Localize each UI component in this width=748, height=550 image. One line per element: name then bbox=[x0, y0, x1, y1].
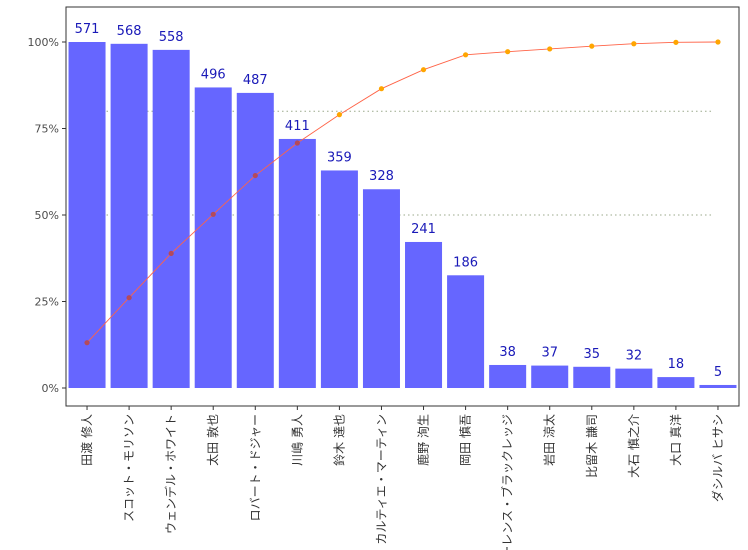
bar bbox=[615, 368, 653, 388]
bar bbox=[68, 42, 106, 388]
bar-value-label: 568 bbox=[117, 24, 142, 39]
cumulative-point bbox=[462, 52, 469, 58]
bar-value-labels: 571 568 558 496 487 411 359 328 241 186 38 37 35 32 18… bbox=[75, 22, 722, 380]
cumulative-point bbox=[420, 67, 427, 73]
y-tick-label: 25% bbox=[35, 296, 59, 309]
bar-value-label: 5 bbox=[714, 365, 722, 380]
cumulative-point bbox=[631, 41, 637, 47]
bar-value-label: 487 bbox=[243, 73, 268, 88]
bar-value-label: 35 bbox=[584, 347, 601, 362]
x-tick-label: ロバート・ドジャー bbox=[248, 414, 262, 521]
bar-value-label: 411 bbox=[285, 119, 310, 134]
bar-value-label: 571 bbox=[75, 22, 100, 37]
bar bbox=[489, 364, 527, 388]
x-tick-label: 田渡 修人 bbox=[79, 414, 94, 466]
cumulative-point bbox=[126, 295, 132, 301]
x-tick-label: 岡田 慎吾 bbox=[459, 414, 473, 466]
bar-value-label: 38 bbox=[499, 345, 516, 360]
x-tick-label: スコット・モリソン bbox=[122, 414, 136, 522]
bar bbox=[152, 49, 190, 388]
cumulative-line bbox=[86, 41, 718, 343]
x-tick-label: 大口 真洋 bbox=[668, 414, 683, 466]
bar bbox=[110, 43, 148, 388]
cumulative-point bbox=[715, 39, 721, 45]
bar-value-label: 18 bbox=[668, 357, 685, 372]
cumulative-points bbox=[84, 39, 721, 346]
bar-value-label: 186 bbox=[453, 255, 478, 270]
y-axis: 0% 25% 50% 75% 100% bbox=[28, 36, 66, 395]
cumulative-point bbox=[589, 43, 595, 49]
y-tick-label: 75% bbox=[35, 123, 59, 136]
cumulative-point bbox=[84, 340, 90, 346]
bar bbox=[236, 92, 274, 388]
cumulative-point bbox=[168, 250, 174, 257]
y-tick-label: 100% bbox=[28, 36, 59, 49]
cumulative-point bbox=[378, 86, 385, 92]
bar bbox=[278, 138, 316, 388]
bar-value-label: 32 bbox=[626, 349, 643, 364]
y-tick-label: 50% bbox=[35, 209, 59, 222]
bar bbox=[531, 365, 569, 388]
cumulative-point bbox=[294, 140, 300, 146]
cumulative-point bbox=[673, 39, 679, 45]
x-tick-label: ローレンス・ブラックレッジ bbox=[500, 414, 515, 550]
cumulative-point bbox=[210, 211, 216, 217]
bar bbox=[699, 384, 737, 388]
bar-value-label: 328 bbox=[369, 169, 394, 184]
cumulative-point bbox=[336, 112, 343, 118]
bar bbox=[657, 377, 695, 388]
x-tick-label: 鈴木 達也 bbox=[331, 414, 346, 466]
bar-value-label: 496 bbox=[201, 67, 226, 82]
bar-value-label: 359 bbox=[327, 150, 352, 165]
x-tick-label: 鹿野 洵生 bbox=[416, 414, 431, 466]
y-tick-label: 0% bbox=[42, 382, 59, 395]
x-tick-label: ウェンデル・ホワイト bbox=[163, 414, 178, 534]
x-tick-label: 太田 敦也 bbox=[205, 414, 220, 466]
x-tick-label: 岩田 涼太 bbox=[542, 414, 557, 466]
x-tick-label: ダシルバ ヒサシ bbox=[710, 414, 725, 502]
bar bbox=[447, 275, 485, 388]
x-axis: 田渡 修人 スコット・モリソン ウェンデル・ホワイト 太田 敦也 ロバート・ドジャー 川嶋… bbox=[79, 406, 725, 550]
cumulative-line-path bbox=[86, 41, 718, 343]
bar bbox=[405, 241, 443, 388]
cumulative-point bbox=[547, 46, 553, 52]
bar-value-label: 241 bbox=[411, 222, 436, 237]
x-tick-label: 大石 慎之介 bbox=[627, 414, 641, 478]
cumulative-point bbox=[252, 172, 258, 179]
x-tick-label: 比留木 謙司 bbox=[585, 414, 599, 478]
bar-value-label: 37 bbox=[541, 346, 558, 361]
cumulative-point bbox=[505, 49, 511, 55]
bars bbox=[68, 42, 737, 388]
reference-lines bbox=[88, 110, 714, 216]
bar bbox=[320, 170, 358, 388]
bar bbox=[194, 87, 232, 388]
x-tick-label: カルティエ・マーティン bbox=[374, 414, 388, 545]
x-tick-label: 川嶋 勇人 bbox=[290, 414, 304, 466]
bar bbox=[362, 189, 400, 388]
bar-value-label: 558 bbox=[159, 30, 184, 45]
bar bbox=[573, 366, 611, 388]
